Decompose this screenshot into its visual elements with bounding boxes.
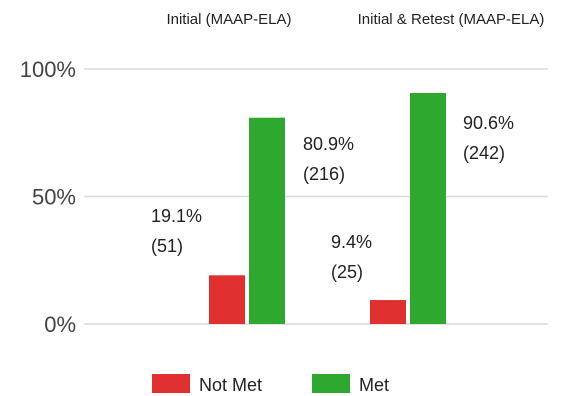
- legend-swatch: [312, 374, 350, 393]
- data-label: 19.1% (51): [151, 206, 202, 256]
- data-labels: 19.1% (51) 80.9% (216) 9.4% (25) 90.6% (242): [151, 113, 514, 282]
- legend-swatch: [152, 374, 190, 393]
- panel-titles: Initial (MAAP-ELA) Initial & Retest (MAAP…: [166, 11, 544, 28]
- bars: [209, 92, 446, 324]
- data-label-line: 80.9%: [303, 134, 354, 154]
- data-label: 9.4% (25): [331, 232, 372, 282]
- y-tick-label: 0%: [44, 312, 76, 337]
- legend: Not Met Met: [152, 374, 389, 395]
- y-axis-ticks: 0% 50% 100%: [20, 57, 76, 337]
- data-label-line: (25): [331, 262, 363, 282]
- legend-label: Not Met: [199, 375, 262, 395]
- legend-label: Met: [359, 375, 389, 395]
- data-label-line: 90.6%: [463, 113, 514, 133]
- bar-not-met: [209, 275, 245, 324]
- y-tick-label: 100%: [20, 57, 76, 82]
- data-label-line: 9.4%: [331, 232, 372, 252]
- panel-title: Initial (MAAP-ELA): [166, 11, 291, 28]
- data-label-line: (51): [151, 236, 183, 256]
- data-label-line: (216): [303, 164, 345, 184]
- data-label: 80.9% (216): [303, 134, 354, 184]
- data-label-line: 19.1%: [151, 206, 202, 226]
- gridlines: [84, 68, 548, 325]
- bar-met: [410, 92, 446, 324]
- panel-title: Initial & Retest (MAAP-ELA): [358, 11, 545, 28]
- data-label: 90.6% (242): [463, 113, 514, 163]
- data-label-line: (242): [463, 143, 505, 163]
- bar-not-met: [370, 300, 406, 324]
- bar-met: [249, 117, 285, 324]
- y-tick-label: 50%: [32, 185, 76, 210]
